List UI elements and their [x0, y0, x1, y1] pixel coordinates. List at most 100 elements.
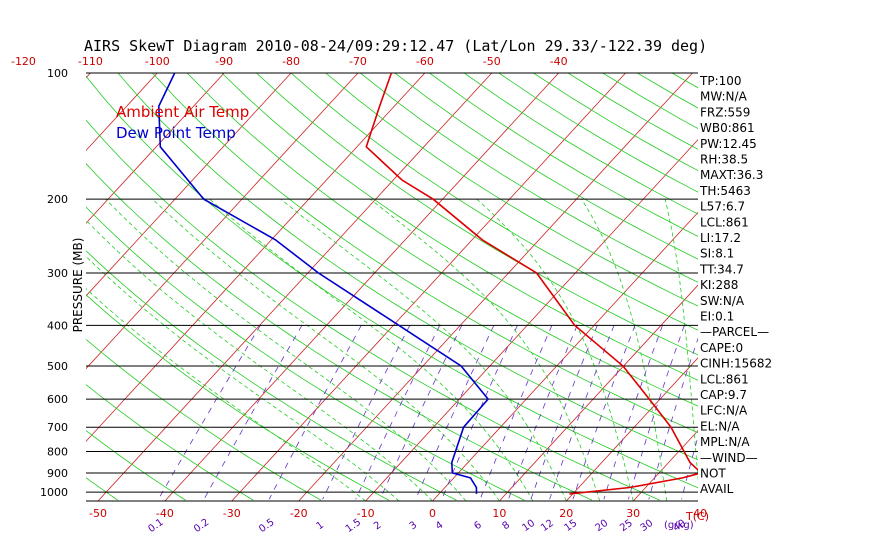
dry-adiabat-line — [86, 430, 186, 501]
mixing-ratio-tick-label: 30 — [639, 518, 656, 534]
isotherm-line — [0, 73, 23, 501]
index-readout: SW:N/A — [700, 294, 745, 308]
moist-adiabat-line — [280, 198, 567, 501]
dry-adiabat-line — [86, 119, 660, 501]
moist-adiabat-line — [86, 255, 400, 501]
isotherm-line — [86, 73, 292, 297]
bottom-temp-tick-label: -50 — [89, 507, 107, 520]
bottom-temp-tick-label: 30 — [626, 507, 640, 520]
pressure-tick-label: 400 — [47, 319, 68, 332]
pressure-tick-label: 100 — [47, 67, 68, 80]
bottom-temp-tick-label: 0 — [429, 507, 436, 520]
index-readout: CAPE:0 — [700, 341, 743, 355]
chart-title: AIRS SkewT Diagram 2010-08-24/09:29:12.4… — [84, 37, 707, 55]
index-readout: RH:38.5 — [700, 153, 748, 167]
dry-adiabat-line — [810, 73, 870, 500]
mixing-ratio-line — [628, 325, 685, 500]
index-readout: WB0:861 — [700, 121, 755, 135]
index-readout: EL:N/A — [700, 419, 740, 433]
dry-adiabat-line — [221, 73, 698, 381]
dry-adiabat-line — [186, 73, 698, 407]
mixing-ratio-line — [203, 325, 303, 500]
mixing-ratio-tick-label: 15 — [563, 518, 580, 534]
index-readout: LCL:861 — [700, 215, 749, 229]
dry-adiabat-line — [86, 477, 118, 501]
index-readout: —PARCEL— — [700, 325, 769, 339]
dry-adiabat-line — [394, 73, 698, 260]
top-temp-tick-label: -70 — [349, 55, 367, 68]
index-readout: TP:100 — [699, 74, 742, 88]
top-temp-tick-label: -120 — [11, 55, 36, 68]
isotherm-line — [298, 73, 693, 501]
dry-adiabat-line — [86, 75, 698, 489]
bottom-temp-tick-label: -20 — [290, 507, 308, 520]
moist-adiabat-line — [209, 198, 534, 501]
mixing-ratio-tick-label: 3 — [408, 520, 420, 533]
index-readout: LFC:N/A — [700, 404, 748, 418]
pressure-tick-label: 500 — [47, 360, 68, 373]
isotherm-lines — [0, 73, 870, 501]
mixing-ratio-tick-label: 4 — [434, 520, 446, 533]
isotherm-line — [432, 211, 698, 501]
y-axis-label: PRESSURE (MB) — [71, 238, 85, 333]
index-readout: MAXT:36.3 — [700, 168, 763, 182]
top-temp-tick-label: -40 — [550, 55, 568, 68]
index-readout: NOT — [700, 467, 726, 481]
top-temp-tick-label: -80 — [282, 55, 300, 68]
mixing-ratio-tick-label: 2 — [372, 520, 384, 533]
legend-ambient-air-temp: Ambient Air Temp — [116, 103, 249, 121]
dry-adiabat-line — [86, 384, 254, 501]
profile-series — [157, 73, 698, 495]
dry-adiabat-line — [463, 73, 698, 215]
mixing-ratio-tick-label: 0.2 — [192, 517, 211, 535]
top-temp-tick-label: -90 — [215, 55, 233, 68]
index-readout: —WIND— — [700, 451, 758, 465]
mixing-ratio-line — [603, 325, 663, 500]
moist-adiabat-line — [105, 198, 467, 501]
pressure-tick-label: 900 — [47, 467, 68, 480]
moist-adiabat-line — [476, 198, 634, 501]
index-readout: TH:5463 — [699, 184, 751, 198]
mixing-ratio-line — [441, 325, 518, 500]
mixing-ratio-lines — [158, 325, 698, 500]
pressure-tick-label: 1000 — [40, 486, 68, 499]
mixing-ratio-tick-label: 1 — [315, 520, 327, 533]
index-readout: MPL:N/A — [700, 435, 750, 449]
mixing-ratio-line — [158, 325, 261, 500]
dry-adiabat-line — [152, 73, 698, 434]
bottom-temp-tick-label: 10 — [492, 507, 506, 520]
dry-adiabat-line — [360, 73, 698, 283]
mixing-ratio-line — [322, 325, 411, 500]
dry-adiabat-line — [86, 294, 389, 501]
index-readout: LI:17.2 — [700, 231, 741, 245]
dry-adiabat-line — [86, 206, 525, 501]
dry-adiabat-line — [256, 73, 698, 356]
top-temp-tick-label: -100 — [145, 55, 170, 68]
mixing-ratio-line — [268, 325, 362, 500]
index-readout: PW:12.45 — [700, 137, 757, 151]
mixing-ratio-tick-label: 12 — [539, 518, 556, 534]
dry-adiabat-line — [117, 73, 698, 461]
isotherm-line — [86, 73, 359, 370]
dry-adiabat-line — [845, 73, 870, 500]
mixing-ratio-unit: (g/kg) — [664, 520, 694, 531]
isotherm-line — [97, 73, 493, 501]
index-readout: FRZ:559 — [700, 105, 750, 119]
bottom-temp-tick-label: -40 — [156, 507, 174, 520]
mixing-ratio-tick-label: 6 — [472, 520, 484, 533]
pressure-tick-label: 300 — [47, 267, 68, 280]
index-readout: CINH:15682 — [700, 357, 772, 371]
moist-adiabat-line — [86, 287, 366, 501]
moist-adiabat-line — [86, 219, 433, 501]
pressure-tick-label: 800 — [47, 446, 68, 459]
isotherm-line — [834, 73, 870, 501]
mixing-ratio-line — [415, 325, 495, 500]
isotherm-line — [499, 284, 698, 501]
mixing-ratio-line — [355, 325, 441, 500]
index-readout: CAP:9.7 — [700, 388, 747, 402]
dry-adiabat-line — [86, 163, 593, 501]
moist-adiabat-line — [152, 198, 500, 501]
moist-adiabat-line — [370, 198, 601, 501]
